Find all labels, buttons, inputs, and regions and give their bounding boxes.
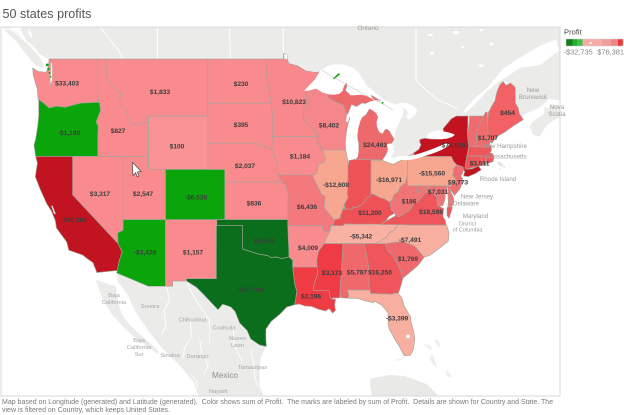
svg-text:$6,436: $6,436: [297, 204, 317, 211]
svg-text:California: California: [127, 345, 152, 351]
svg-text:$24,463: $24,463: [363, 142, 387, 149]
svg-text:$18,598: $18,598: [419, 209, 443, 216]
svg-text:$3,317: $3,317: [90, 191, 110, 198]
svg-text:-$25,729: -$25,729: [237, 287, 263, 294]
svg-text:50 states profits: 50 states profits: [3, 7, 92, 21]
svg-text:Leon: Leon: [231, 343, 244, 349]
svg-text:$74,039: $74,039: [442, 143, 466, 150]
svg-text:Tamaulipas: Tamaulipas: [238, 365, 267, 371]
svg-text:of Columbia: of Columbia: [453, 228, 484, 234]
svg-text:$11,200: $11,200: [358, 210, 382, 217]
svg-text:$9,773: $9,773: [448, 180, 468, 187]
svg-text:-$5,342: -$5,342: [350, 234, 373, 241]
svg-text:District: District: [459, 222, 477, 228]
svg-text:$395: $395: [234, 122, 249, 129]
svg-text:-$15,560: -$15,560: [419, 171, 445, 178]
svg-text:Durango: Durango: [186, 354, 208, 360]
svg-text:Maryland: Maryland: [463, 213, 489, 220]
svg-text:Sinaloa: Sinaloa: [160, 353, 180, 359]
svg-text:$836: $836: [247, 201, 262, 208]
svg-text:$230: $230: [234, 81, 249, 88]
svg-text:Mexico: Mexico: [212, 371, 238, 380]
svg-text:$76,381: $76,381: [597, 48, 624, 57]
svg-text:$1,707: $1,707: [478, 135, 498, 142]
svg-text:New: New: [527, 87, 540, 94]
svg-text:Rhode Island: Rhode Island: [480, 176, 517, 183]
svg-text:-$1,190: -$1,190: [58, 130, 81, 137]
svg-text:$76,381: $76,381: [63, 217, 87, 224]
svg-text:$1,833: $1,833: [150, 89, 170, 96]
svg-text:Sur: Sur: [134, 352, 143, 358]
svg-text:$2,196: $2,196: [301, 294, 321, 301]
svg-text:$7,031: $7,031: [428, 189, 448, 196]
svg-text:$2,547: $2,547: [133, 191, 153, 198]
svg-text:Nova: Nova: [550, 104, 565, 111]
svg-text:$33,403: $33,403: [55, 81, 79, 88]
svg-text:$5,787: $5,787: [347, 270, 367, 277]
svg-text:-$16,971: -$16,971: [376, 177, 402, 184]
svg-text:$1,769: $1,769: [398, 256, 418, 263]
svg-text:-$3,428: -$3,428: [134, 250, 157, 257]
svg-text:Profit: Profit: [564, 28, 583, 37]
svg-text:California: California: [102, 300, 127, 306]
svg-text:Chihuahua: Chihuahua: [178, 318, 207, 324]
svg-text:$8,402: $8,402: [319, 123, 339, 130]
svg-text:New Hampshire: New Hampshire: [483, 143, 528, 150]
svg-text:$10,823: $10,823: [282, 99, 306, 106]
svg-text:$4,854: $4,854: [254, 238, 274, 245]
svg-text:-$6,528: -$6,528: [185, 195, 208, 202]
svg-text:Brunswick: Brunswick: [519, 94, 548, 101]
svg-text:Baja: Baja: [108, 293, 120, 299]
svg-text:$3,511: $3,511: [470, 161, 490, 168]
svg-text:New Jersey: New Jersey: [461, 194, 494, 201]
svg-text:Ontario: Ontario: [357, 25, 379, 32]
svg-text:$2,037: $2,037: [235, 163, 255, 170]
svg-text:-$7,491: -$7,491: [399, 237, 422, 244]
svg-text:Nayarit: Nayarit: [209, 389, 228, 395]
svg-text:Coahuila: Coahuila: [213, 326, 237, 332]
svg-text:Sonora: Sonora: [141, 304, 160, 310]
svg-text:-$12,608: -$12,608: [323, 182, 349, 189]
svg-text:$100: $100: [170, 144, 185, 151]
svg-text:Baja: Baja: [133, 338, 145, 344]
svg-text:$4,009: $4,009: [298, 245, 318, 252]
svg-text:-$3,399: -$3,399: [386, 316, 409, 323]
svg-text:-$32,735: -$32,735: [564, 48, 593, 57]
svg-text:$3,173: $3,173: [322, 270, 342, 277]
svg-text:$1,184: $1,184: [290, 154, 310, 161]
svg-text:$186: $186: [402, 199, 417, 206]
svg-text:$16,250: $16,250: [368, 270, 392, 277]
svg-text:$1,157: $1,157: [183, 250, 203, 257]
svg-text:$827: $827: [111, 128, 126, 135]
svg-text:Delaware: Delaware: [453, 201, 480, 208]
svg-text:Massachusetts: Massachusetts: [485, 154, 526, 161]
svg-text:Scotia: Scotia: [548, 111, 566, 118]
svg-text:Nuevo: Nuevo: [229, 336, 246, 342]
svg-text:$454: $454: [500, 110, 515, 117]
